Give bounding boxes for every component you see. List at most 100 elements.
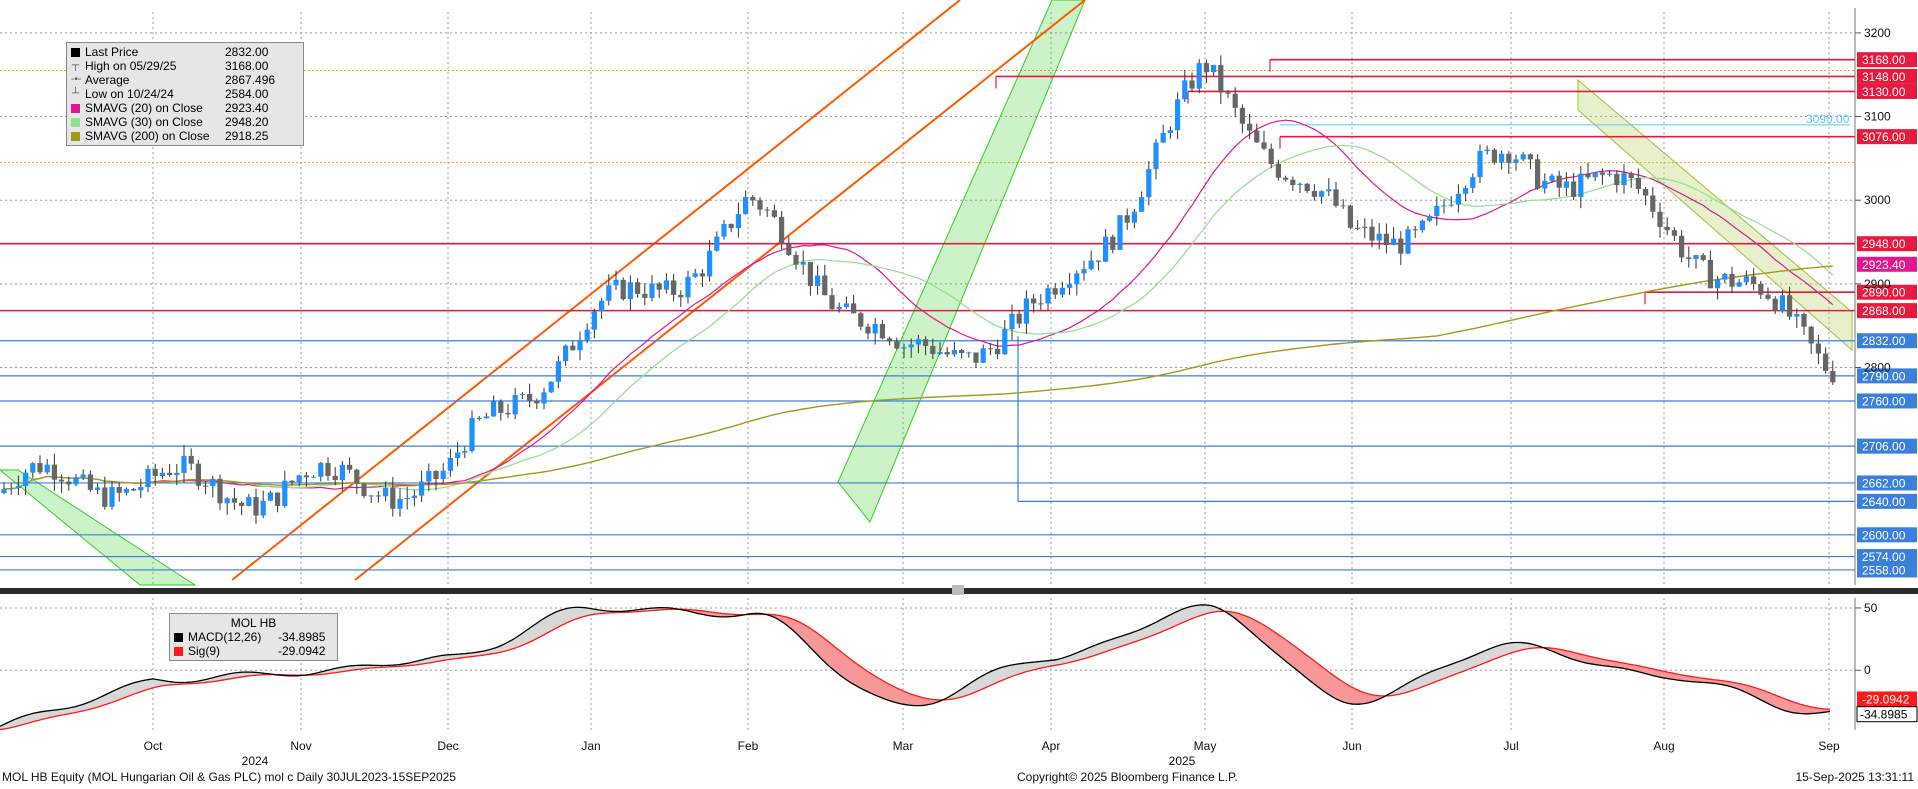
inline-level-label: 3090.00 (1806, 112, 1850, 126)
level-label-2574.00: 2574.00 (1857, 549, 1917, 565)
macd-spread (1656, 669, 1659, 677)
candle (1376, 223, 1382, 250)
macd-spread (1005, 665, 1008, 680)
macd-spread (903, 690, 906, 705)
candle-body (743, 196, 749, 215)
macd-spread (228, 673, 231, 680)
macd-spread (714, 612, 717, 617)
macd-spread (1197, 604, 1200, 617)
candle (1268, 143, 1274, 169)
macd-spread (435, 656, 438, 662)
macd-spread (72, 706, 75, 714)
macd-spread (594, 609, 597, 615)
macd-legend-row: MACD(12,26) -34.8985 (170, 630, 337, 644)
candle-body (1657, 211, 1663, 227)
candle (584, 323, 590, 344)
macd-spread (510, 639, 513, 650)
macd-spread (105, 693, 108, 705)
candle-body (447, 458, 453, 471)
macd-spread (1152, 622, 1155, 636)
macd-spread (51, 710, 54, 718)
candle (282, 470, 288, 508)
macd-spread (357, 665, 360, 670)
candle-body (656, 283, 662, 290)
candle-body (296, 475, 302, 483)
candle-body (865, 326, 871, 334)
macd-spread (978, 676, 981, 692)
macd-spread (1056, 659, 1059, 666)
macd-spread (981, 674, 984, 690)
candle (1211, 64, 1217, 76)
macd-axis: 50 0 -29.0942 -34.8985 (1854, 598, 1918, 730)
macd-spread (915, 695, 918, 706)
candle-body (1268, 148, 1274, 164)
candle (1038, 294, 1044, 311)
candle (1103, 229, 1109, 262)
legend-label: MACD(12,26) (188, 630, 262, 644)
candle (1182, 69, 1188, 102)
candle-body (1448, 204, 1454, 206)
signal-value-label: -29.0942 (1857, 691, 1917, 707)
macd-spread (1428, 671, 1431, 685)
legend-row: SMAVG (200) on Close 2918.25 (67, 129, 303, 143)
macd-spread (1167, 614, 1170, 630)
axis-badge-text: 2923.40 (1862, 258, 1906, 272)
candle (361, 482, 367, 499)
macd-spread (1803, 704, 1806, 714)
candle-body (584, 329, 590, 340)
macd-spread (1125, 634, 1128, 646)
footer-copyright: Copyright© 2025 Bloomberg Finance L.P. (1017, 770, 1238, 784)
candle-body (1830, 370, 1836, 383)
macd-spread (21, 715, 24, 726)
candle-body (1232, 93, 1238, 108)
macd-spread (1062, 657, 1065, 665)
macd-spread (120, 686, 123, 700)
macd-spread (1329, 672, 1332, 697)
candle (1340, 199, 1346, 209)
macd-spread (993, 669, 996, 685)
macd-spread (156, 679, 159, 688)
macd-spread (1350, 686, 1353, 705)
macd-spread (1338, 678, 1341, 702)
candle (145, 465, 151, 493)
candle-body (692, 273, 698, 277)
candle-body (915, 339, 921, 345)
candle (347, 457, 353, 473)
candle (275, 492, 281, 513)
macd-spread (798, 621, 801, 638)
macd-spread (111, 690, 114, 703)
candle (627, 275, 633, 311)
x-tick-label: May (1194, 739, 1217, 753)
macd-spread (891, 685, 894, 703)
macd-spread (216, 676, 219, 682)
legend-value: 2584.00 (225, 87, 269, 101)
macd-legend: MOL HB MACD(12,26) -34.8985 Sig(9) -29.0942 (169, 613, 338, 661)
macd-spread (1269, 628, 1272, 650)
candle (1707, 250, 1713, 289)
candle-body (1686, 257, 1692, 260)
legend-value: -34.8985 (278, 630, 326, 644)
candle (217, 474, 223, 511)
candle (1117, 215, 1123, 251)
candle-body (1182, 80, 1188, 100)
candle (995, 339, 1001, 360)
macd-spread (1176, 610, 1179, 626)
macd-spread (1794, 702, 1797, 714)
candle-body (231, 498, 237, 503)
macd-spread (1791, 701, 1794, 713)
candle (973, 352, 979, 369)
candle-body (843, 303, 849, 307)
macd-spread (816, 632, 819, 657)
candle-body (440, 470, 446, 480)
candle-body (1369, 226, 1375, 241)
macd-spread (870, 672, 873, 695)
macd-spread (1047, 660, 1050, 667)
candle (1067, 272, 1073, 296)
candle (440, 463, 446, 484)
macd-spread (1107, 639, 1110, 652)
macd-spread (1482, 650, 1485, 665)
macd-spread (1407, 681, 1410, 693)
level-label-2640.00: 2640.00 (1857, 493, 1917, 509)
candle-body (901, 347, 907, 349)
